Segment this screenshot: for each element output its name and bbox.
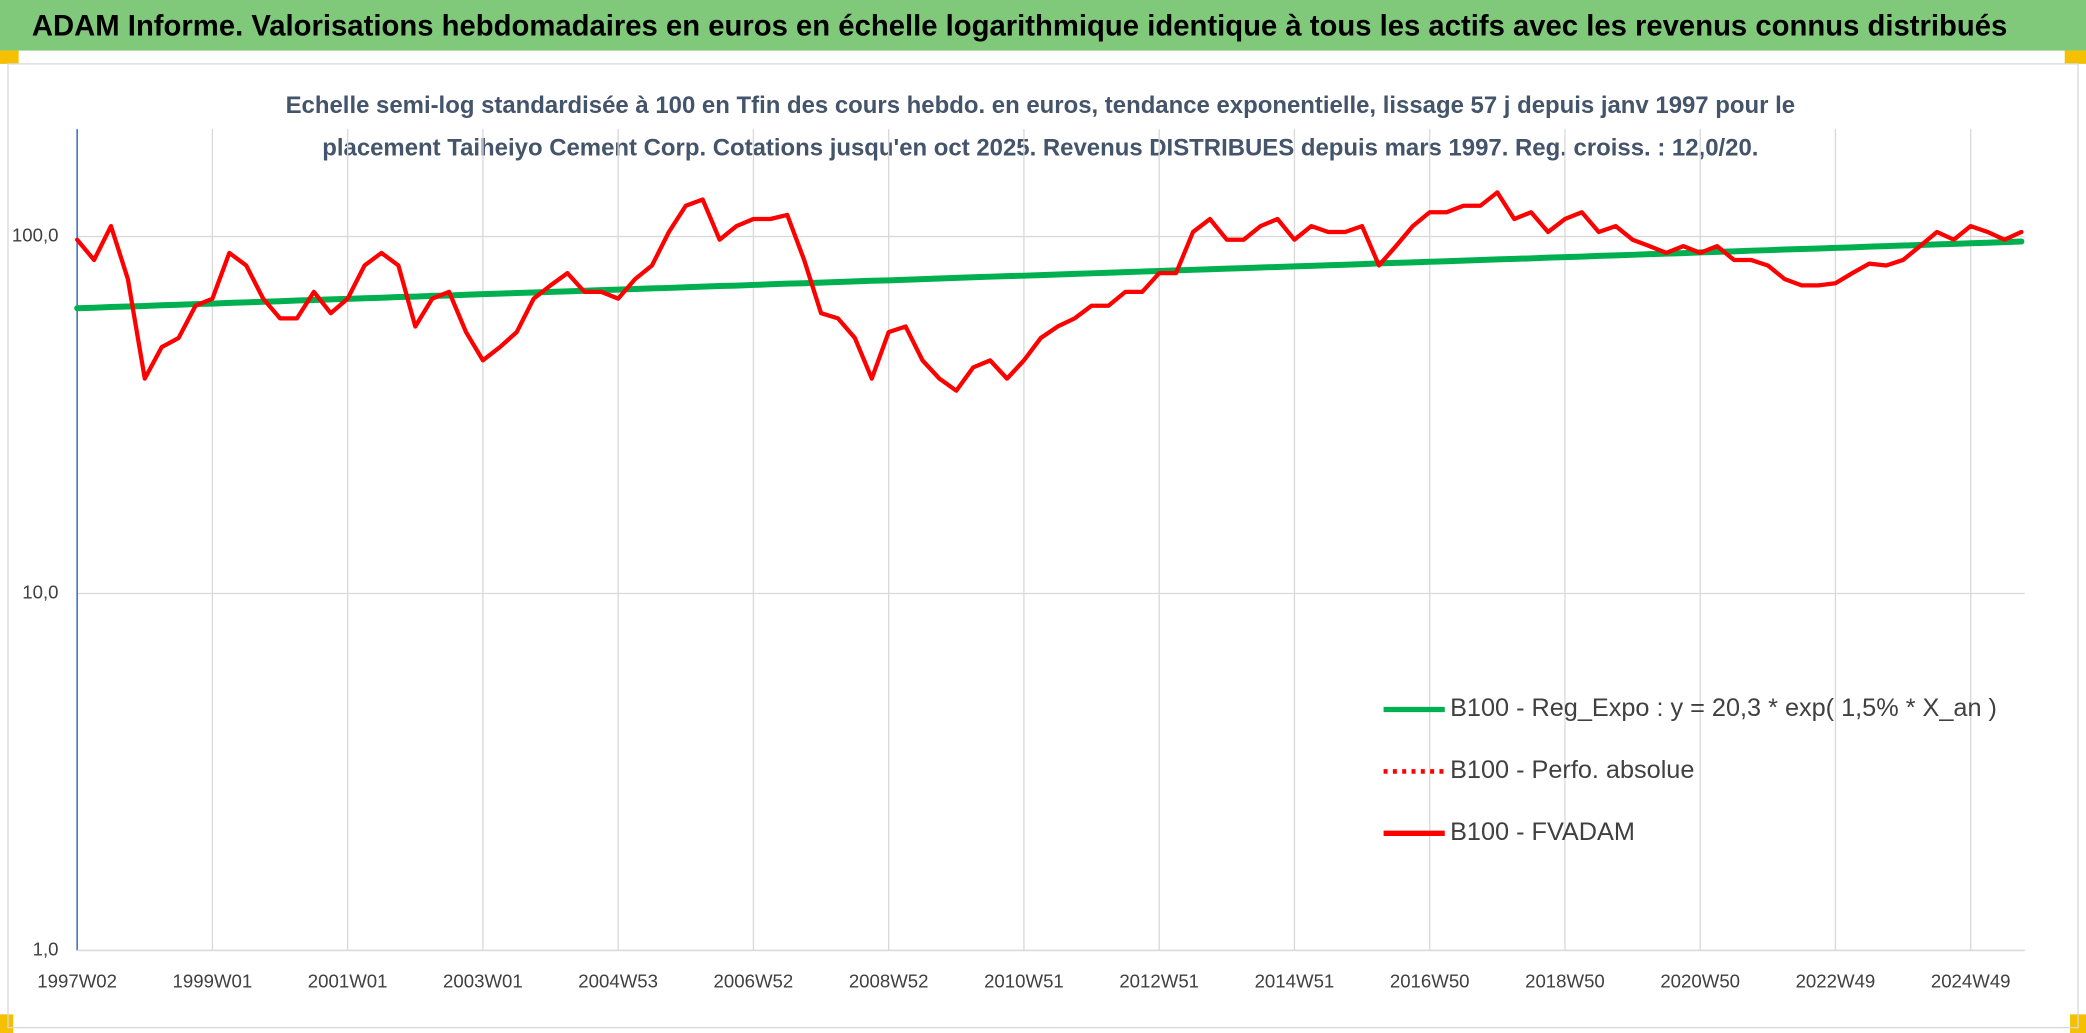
x-tick-label: 1999W01 [173,970,253,991]
x-tick-label: 2012W51 [1119,970,1199,991]
x-tick-label: 2022W49 [1796,970,1876,991]
legend-label: B100 - Reg_Expo : y = 20,3 * exp( 1,5% *… [1450,694,1997,722]
corner-mark [0,50,19,64]
chart-title: ADAM Informe. Valorisations hebdomadaire… [32,11,2007,43]
legend-label: B100 - Perfo. absolue [1450,756,1694,784]
chart-subtitle: Echelle semi-log standardisée à 100 en T… [286,92,1795,119]
x-tick-label: 2010W51 [984,970,1064,991]
legend-label: B100 - FVADAM [1450,818,1635,846]
chart-subtitle: placement Taiheiyo Cement Corp. Cotation… [322,134,1758,161]
header-bar [0,0,2086,51]
corner-mark [2064,50,2086,64]
x-tick-label: 2001W01 [308,970,388,991]
x-tick-label: 2018W50 [1525,970,1605,991]
x-tick-label: 2014W51 [1255,970,1335,991]
y-tick-label: 100,0 [12,224,59,245]
y-tick-label: 1,0 [33,938,59,959]
x-tick-label: 2008W52 [849,970,929,991]
corner-mark [0,1014,14,1033]
x-tick-label: 2003W01 [443,970,523,991]
series-line [75,190,2024,393]
x-tick-label: 2006W52 [714,970,794,991]
x-tick-label: 2020W50 [1660,970,1740,991]
x-tick-label: 2004W53 [578,970,658,991]
x-tick-label: 1997W02 [37,970,117,991]
plot-frame [7,63,2079,1029]
y-tick-label: 10,0 [22,581,58,602]
x-tick-label: 2024W49 [1931,970,2011,991]
x-tick-label: 2016W50 [1390,970,1470,991]
